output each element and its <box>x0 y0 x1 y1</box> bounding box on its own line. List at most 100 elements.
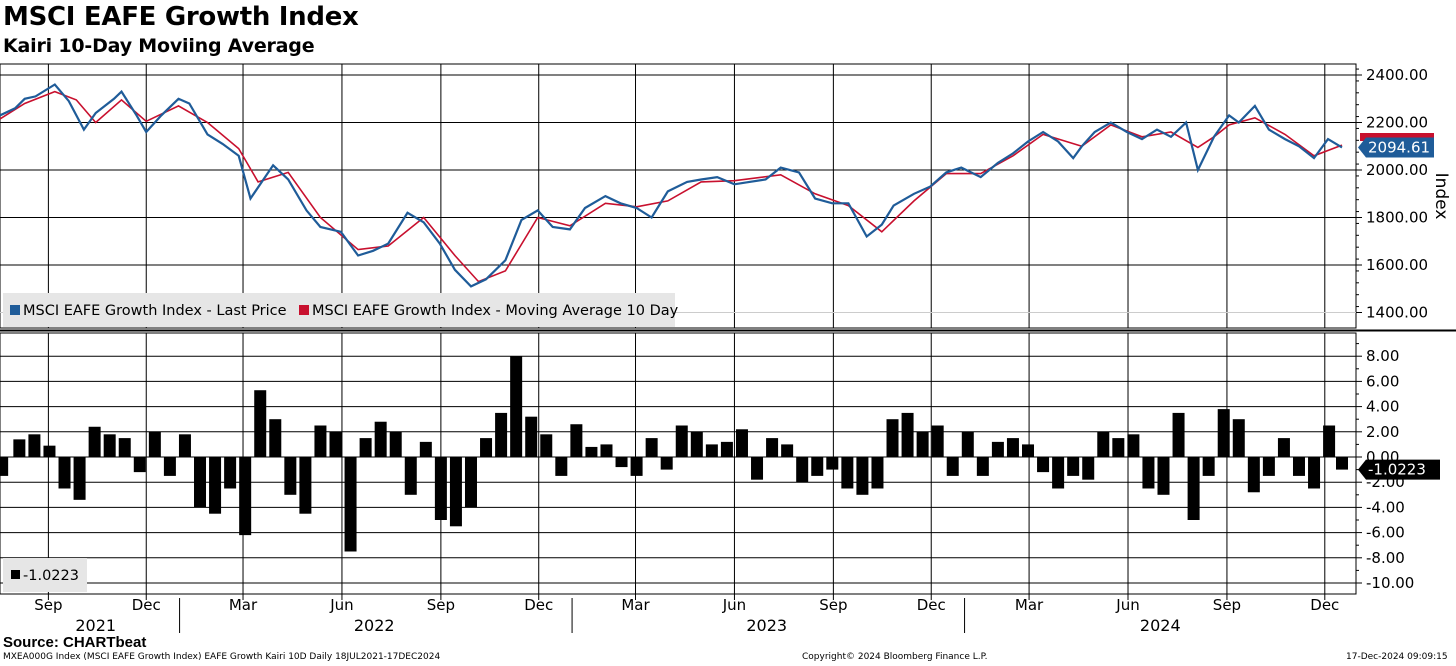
kairi-bar <box>991 441 1004 457</box>
kairi-bar <box>615 457 628 468</box>
price-pane-frame <box>0 63 1357 329</box>
last-price-tag <box>1358 137 1434 158</box>
price-y-tick-label: 2000.00 <box>1366 161 1428 179</box>
kairi-last-tag-label: -1.0223 <box>1368 461 1426 479</box>
month-tick-label: Mar <box>229 596 258 614</box>
kairi-bar <box>13 439 26 457</box>
month-tick-label: Jun <box>329 596 353 614</box>
kairi-bar <box>209 457 222 514</box>
price-y-tick-label: 1600.00 <box>1366 256 1428 274</box>
kairi-y-tick-label: -8.00 <box>1366 549 1405 567</box>
kairi-bar <box>1292 457 1305 476</box>
kairi-bar <box>1262 457 1275 476</box>
kairi-bar <box>570 424 583 457</box>
month-tick-label: Sep <box>427 596 455 614</box>
legend-label-last-price: MSCI EAFE Growth Index - Last Price <box>23 303 287 319</box>
kairi-bar <box>705 444 718 457</box>
kairi-bar <box>299 457 312 514</box>
kairi-bar <box>404 457 417 495</box>
legend-swatch-kairi <box>11 570 20 579</box>
kairi-bar <box>1142 457 1155 489</box>
kairi-bar <box>118 438 131 457</box>
kairi-bar <box>931 425 944 457</box>
last-price-tag-label: 2094.61 <box>1368 138 1430 156</box>
year-tick-label: 2022 <box>354 616 395 635</box>
kairi-bar <box>58 457 71 489</box>
kairi-bar <box>1097 431 1110 457</box>
kairi-bar <box>1172 412 1185 457</box>
kairi-bar <box>961 431 974 457</box>
kairi-bar <box>344 457 357 552</box>
month-tick-label: Dec <box>1310 596 1339 614</box>
kairi-bar <box>1217 409 1230 457</box>
month-tick-label: Dec <box>917 596 946 614</box>
kairi-bar <box>434 457 447 520</box>
kairi-y-tick-label: -4.00 <box>1366 498 1405 516</box>
footer-copyright: Copyright© 2024 Bloomberg Finance L.P. <box>802 652 988 662</box>
month-tick-label: Sep <box>819 596 847 614</box>
kairi-bar <box>1127 434 1140 457</box>
kairi-bar <box>254 390 267 457</box>
kairi-bar <box>1006 438 1019 457</box>
kairi-bar <box>1052 457 1065 489</box>
kairi-bar <box>28 434 41 457</box>
kairi-bar <box>645 438 658 457</box>
chart-subtitle: Kairi 10-Day Moviing Average <box>3 35 315 57</box>
kairi-bar <box>751 457 764 480</box>
price-y-tick-label: 1800.00 <box>1366 209 1428 227</box>
kairi-bar <box>1247 457 1260 493</box>
kairi-bar <box>781 444 794 457</box>
month-tick-label: Sep <box>34 596 62 614</box>
kairi-bar <box>194 457 207 508</box>
kairi-bar <box>796 457 809 483</box>
price-y-tick-label: 2400.00 <box>1366 66 1428 84</box>
year-tick-label: 2024 <box>1140 616 1181 635</box>
kairi-bar <box>329 431 342 457</box>
month-tick-label: Dec <box>524 596 553 614</box>
kairi-bar <box>1336 457 1348 470</box>
kairi-bar <box>163 457 176 476</box>
month-tick-label: Jun <box>1115 596 1139 614</box>
kairi-bar <box>720 441 733 457</box>
kairi-bar <box>540 434 553 457</box>
price-y-tick-label: 1400.00 <box>1366 304 1428 322</box>
kairi-bar <box>389 431 402 457</box>
kairi-bar <box>1022 444 1035 457</box>
kairi-bar <box>480 438 493 457</box>
kairi-y-tick-label: 6.00 <box>1366 372 1399 390</box>
kairi-bar <box>525 416 538 457</box>
month-tick-label: Mar <box>1015 596 1044 614</box>
legend-swatch-moving-average <box>299 305 309 315</box>
footer-timestamp: 17-Dec-2024 09:09:15 <box>1346 652 1448 662</box>
kairi-bar <box>224 457 237 489</box>
legend-label-moving-average: MSCI EAFE Growth Index - Moving Average … <box>312 303 679 319</box>
kairi-bar <box>841 457 854 489</box>
kairi-bar <box>133 457 146 473</box>
kairi-bar <box>660 457 673 470</box>
chart-title: MSCI EAFE Growth Index <box>3 2 359 32</box>
legend-label-kairi: -1.0223 <box>23 568 79 584</box>
moving-average-line <box>0 90 1343 283</box>
moving-average-last-tag <box>1360 133 1434 141</box>
kairi-bar <box>103 434 116 457</box>
year-tick-label: 2021 <box>75 616 116 635</box>
kairi-bar <box>1308 457 1321 489</box>
kairi-bar <box>359 438 372 457</box>
month-tick-label: Dec <box>132 596 161 614</box>
kairi-bar <box>419 441 432 457</box>
month-tick-label: Mar <box>621 596 650 614</box>
kairi-bar <box>148 431 161 457</box>
kairi-bar <box>1232 419 1245 457</box>
kairi-bar <box>766 438 779 457</box>
kairi-last-tag <box>1358 459 1440 480</box>
kairi-bar <box>1112 438 1125 457</box>
price-y-axis-label: Index <box>1431 173 1451 220</box>
year-tick-label: 2023 <box>746 616 787 635</box>
price-legend-box <box>3 293 675 327</box>
kairi-y-tick-label: 2.00 <box>1366 423 1399 441</box>
kairi-bar <box>464 457 477 508</box>
kairi-bar <box>495 412 508 457</box>
kairi-bar <box>555 457 568 476</box>
month-tick-label: Jun <box>722 596 746 614</box>
